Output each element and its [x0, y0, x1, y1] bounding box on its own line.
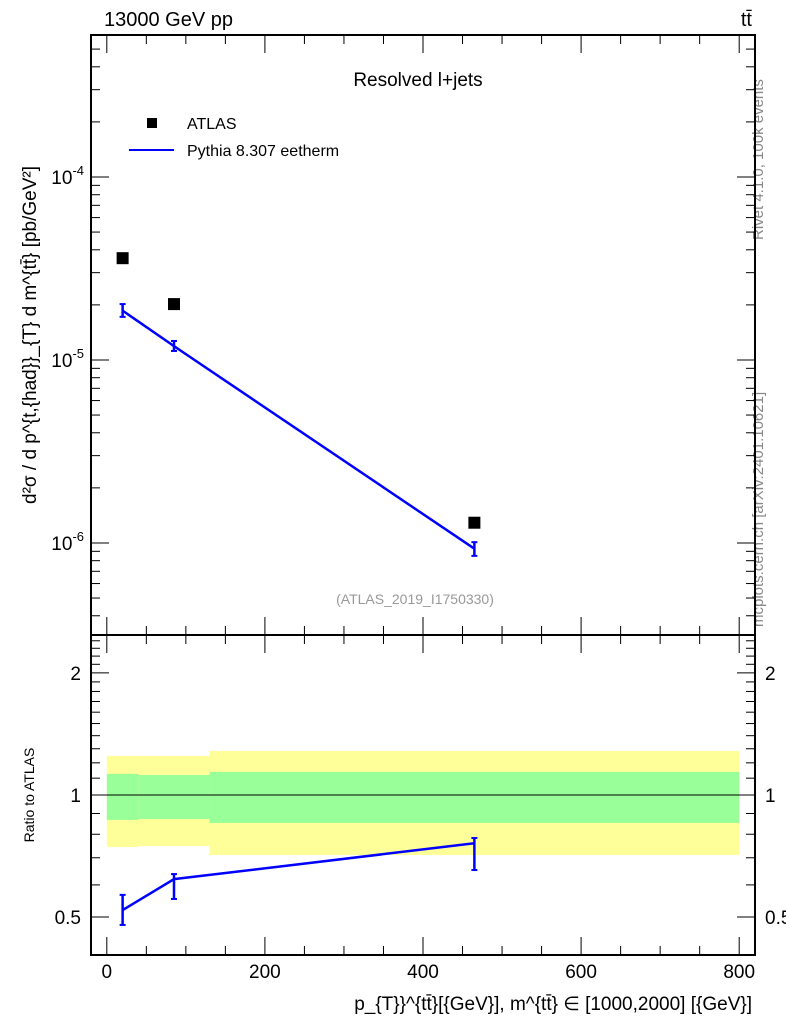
band-green-0	[106, 773, 139, 820]
ratio-y-label: Ratio to ATLAS	[21, 748, 37, 843]
x-tick-label: 200	[249, 962, 281, 983]
x-tick-label: 800	[723, 962, 755, 983]
mcplots-label: mcplots.cern.ch [arXiv:2401.10621]	[750, 392, 767, 627]
atlas-point	[116, 252, 129, 265]
ratio-y-tick-label-right: 2	[765, 664, 776, 685]
legend-mc: Pythia 8.307 eetherm	[187, 143, 339, 160]
mc-line	[121, 309, 476, 550]
x-axis-label: p_{T}}^{tt̄}[{GeV}], m^{tt̄} ∈ [1000,200…	[354, 994, 752, 1015]
rivet-label: Rivet 4.1.0, 100k events	[750, 79, 767, 240]
y-axis-label: d²σ / d p^{t,{had}}_{T} d m^{tt̄} [pb/Ge…	[20, 166, 41, 504]
chart-title: Resolved l+jets	[353, 70, 482, 91]
y-tick-label-1e-5: 10-5	[51, 346, 84, 372]
ratio-y-tick-label: 0.5	[55, 908, 81, 929]
x-tick-label: 400	[407, 962, 439, 983]
ratio-y-tick-label-right: 0.5	[765, 908, 786, 929]
watermark: (ATLAS_2019_I1750330)	[336, 591, 494, 607]
ratio-y-tick-label: 2	[70, 664, 81, 685]
y-tick-label-1e-4: 10-4	[51, 163, 84, 189]
atlas-point	[468, 516, 481, 529]
ratio-y-tick-label: 1	[70, 786, 81, 807]
band-green-2	[209, 771, 740, 823]
header-right: tt̄	[741, 9, 753, 31]
legend-atlas: ATLAS	[187, 116, 237, 133]
header-left: 13000 GeV pp	[104, 9, 233, 31]
legend-atlas-marker	[147, 118, 157, 128]
y-tick-label-1e-6: 10-6	[51, 529, 84, 555]
x-tick-label: 600	[565, 962, 597, 983]
x-tick-label: 0	[102, 962, 113, 983]
atlas-point	[168, 298, 180, 311]
band-green-1	[138, 774, 210, 820]
ratio-y-tick-label-right: 1	[765, 786, 776, 807]
